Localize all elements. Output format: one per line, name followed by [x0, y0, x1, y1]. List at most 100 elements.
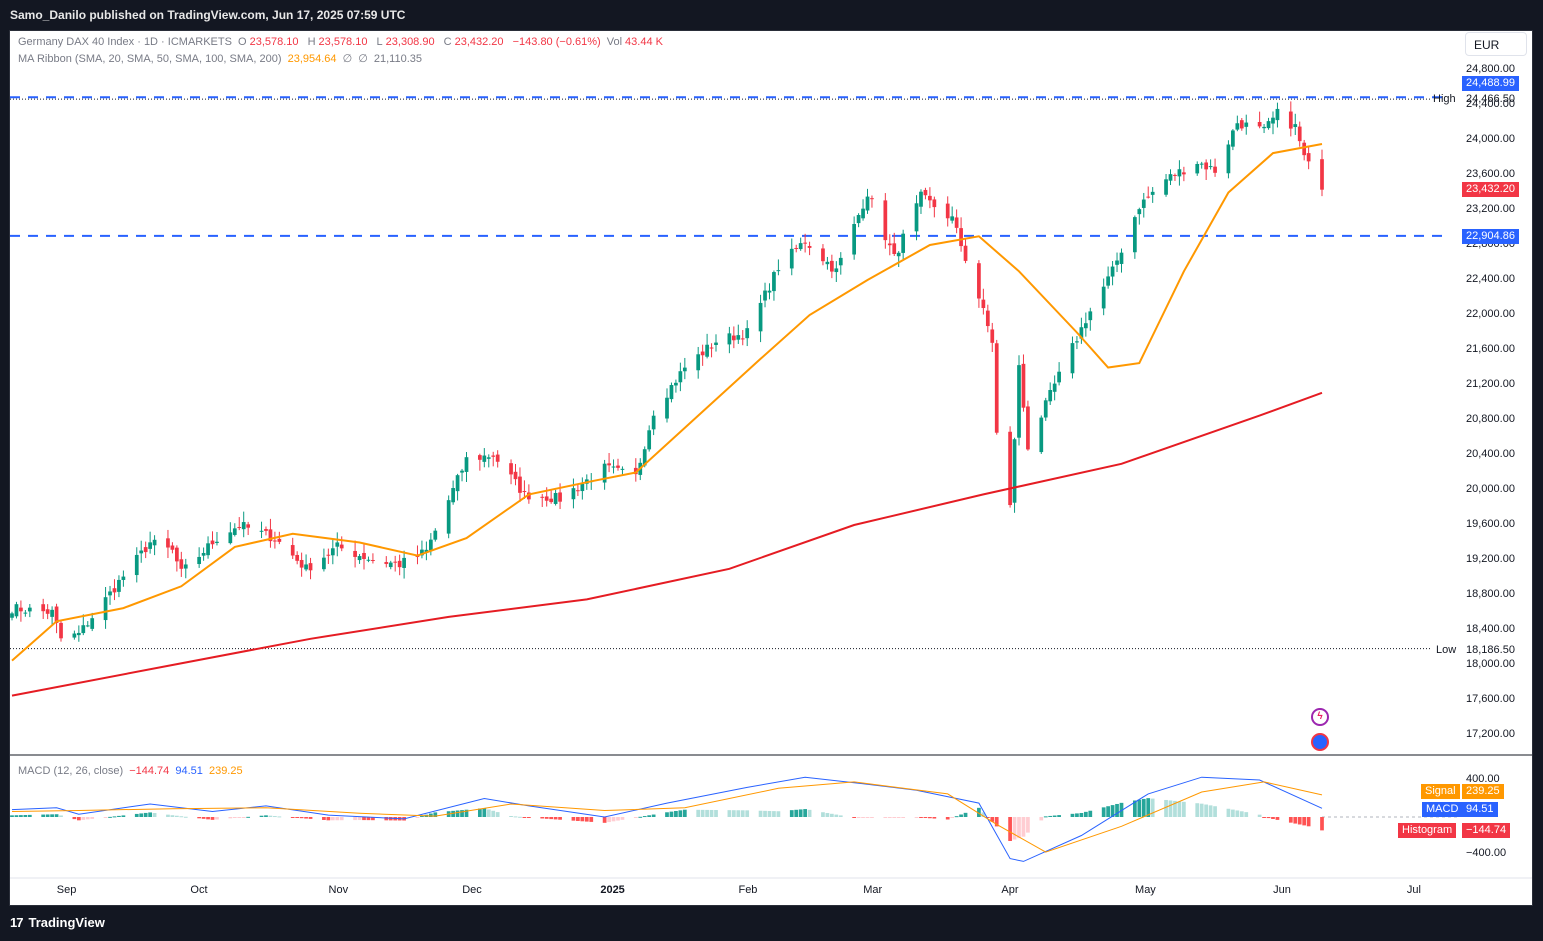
candle-body: [330, 548, 335, 556]
macd-histogram-bar: [232, 817, 237, 818]
macd-histogram-bar: [856, 817, 861, 818]
macd-histogram-bar: [803, 809, 807, 817]
macd-histogram-bar: [304, 817, 308, 819]
candle-body: [19, 607, 23, 612]
macd-histogram-bar: [576, 817, 580, 821]
candle-body: [50, 609, 54, 617]
candle-body: [134, 554, 139, 576]
candle-body: [72, 633, 77, 638]
candle: [1199, 161, 1204, 169]
macd-histogram-bar: [50, 814, 54, 817]
macd-histogram-bar: [1057, 815, 1061, 817]
candle: [424, 541, 429, 561]
candle: [108, 585, 112, 605]
tradingview-logo[interactable]: 17 TradingView: [10, 915, 105, 930]
currency-selector[interactable]: EUR: [1465, 32, 1527, 56]
candle: [1293, 113, 1298, 135]
candle: [1101, 278, 1106, 316]
candle-body: [803, 242, 807, 244]
macd-histogram-bar: [789, 810, 794, 817]
macd-histogram-bar: [923, 817, 928, 818]
macd-histogram-bar: [371, 817, 375, 821]
symbol-title[interactable]: Germany DAX 40 Index · 1D · ICMARKETS: [18, 36, 232, 48]
macd-histogram-bar: [981, 812, 986, 817]
macd-histogram-bar: [549, 817, 554, 820]
candle-body: [23, 612, 28, 614]
candle-body: [838, 257, 843, 266]
macd-histogram-bar: [892, 817, 897, 818]
macd-histogram-bar: [464, 809, 469, 817]
macd-histogram-bar: [1101, 807, 1106, 817]
candle-body: [919, 191, 923, 207]
candle-body: [1262, 126, 1266, 129]
sma20-line: [11, 143, 1323, 662]
price-tick-label: 20,000.00: [1466, 483, 1515, 495]
candle-body: [1208, 166, 1213, 168]
candle-body: [678, 371, 683, 383]
candle: [647, 425, 652, 452]
candle: [10, 611, 14, 621]
candle-body: [446, 500, 451, 534]
macd-histogram-bar: [420, 815, 424, 817]
macd-histogram-bar: [117, 815, 121, 817]
ma-ribbon-title[interactable]: MA Ribbon (SMA, 20, SMA, 50, SMA, 100, S…: [18, 53, 282, 65]
candle: [366, 556, 371, 563]
candle: [308, 557, 313, 580]
price-tick-label: 17,200.00: [1466, 728, 1515, 740]
candle: [232, 523, 237, 537]
candle-body: [41, 604, 46, 612]
macd-histogram-bar: [81, 817, 86, 820]
candle-body: [1110, 266, 1115, 277]
lightning-alert-icon[interactable]: ϟ: [1311, 708, 1329, 726]
macd-histogram-bar: [954, 816, 959, 818]
candle-body: [914, 203, 919, 232]
candle: [1115, 252, 1119, 273]
macd-histogram-bar: [950, 817, 955, 818]
candle-body: [290, 545, 295, 556]
macd-histogram-bar: [362, 817, 366, 821]
candle: [518, 467, 522, 502]
candle-body: [304, 564, 308, 570]
candle: [950, 206, 955, 224]
price-tick-label: 22,400.00: [1466, 273, 1515, 285]
candle: [1257, 111, 1262, 129]
time-tick-label: Oct: [190, 884, 208, 896]
macd-histogram-bar: [584, 817, 589, 822]
candle: [175, 545, 179, 572]
candle: [446, 495, 451, 539]
candle-body: [451, 488, 455, 503]
candle-body: [295, 554, 300, 561]
macd-histogram-bar: [1026, 817, 1030, 833]
candle: [981, 288, 986, 315]
candle-body: [745, 328, 750, 339]
macd-histogram-bar: [616, 817, 620, 821]
macd-histogram-bar: [932, 817, 937, 819]
candle: [179, 551, 184, 577]
candle: [81, 614, 86, 636]
candle: [1302, 139, 1307, 161]
globe-event-icon[interactable]: [1311, 733, 1329, 751]
candle: [1150, 187, 1155, 203]
candle: [357, 554, 362, 564]
macd-title[interactable]: MACD (12, 26, close): [18, 765, 124, 777]
candle-body: [428, 539, 433, 551]
candle-body: [758, 302, 763, 332]
candle-body: [1119, 252, 1124, 264]
candle-body: [121, 576, 126, 580]
macd-histogram-bar: [27, 814, 32, 817]
candle-body: [1239, 120, 1244, 129]
macd-histogram-bar: [977, 807, 981, 817]
candle: [540, 493, 545, 507]
macd-histogram-bar: [928, 817, 932, 819]
candle: [455, 473, 460, 501]
candle-body: [1235, 123, 1240, 130]
macd-histogram-bar: [1048, 815, 1053, 817]
macd-histogram-bar: [602, 817, 607, 823]
candle-body: [268, 529, 273, 542]
candle-body: [1057, 371, 1061, 383]
candle-body: [1204, 162, 1209, 170]
time-tick-label: Apr: [1001, 884, 1019, 896]
candle-body: [602, 463, 607, 483]
macd-histogram-bar: [428, 813, 433, 817]
